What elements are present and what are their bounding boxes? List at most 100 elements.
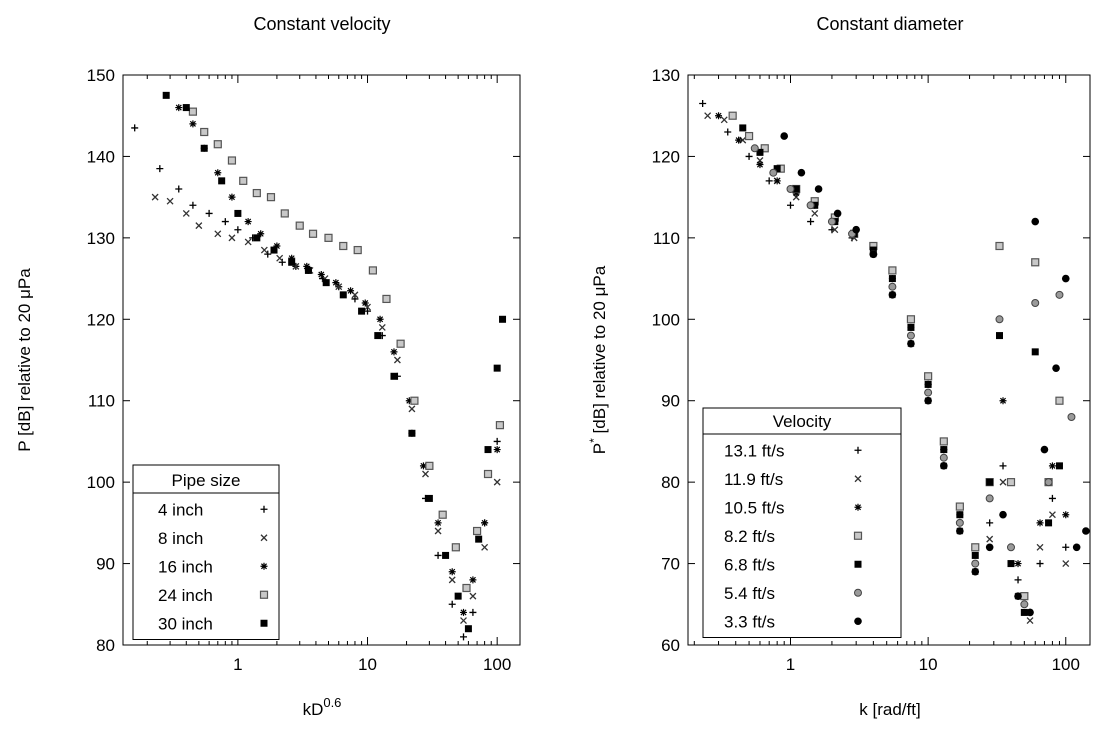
data-point [434, 519, 442, 527]
data-point [304, 266, 312, 274]
data-point [390, 348, 398, 356]
x-tick-label: 100 [1052, 655, 1080, 674]
data-point [773, 165, 781, 173]
data-point [1048, 511, 1056, 519]
data-point [924, 380, 932, 388]
data-point [460, 608, 468, 616]
x-tick-label: 10 [919, 655, 938, 674]
data-point [460, 633, 468, 641]
data-point [1062, 560, 1070, 568]
data-point [940, 446, 948, 454]
data-point [728, 111, 737, 120]
data-point [773, 177, 781, 185]
series-5 [162, 91, 507, 633]
data-point [332, 279, 340, 287]
data-point [425, 494, 433, 502]
data-point [405, 397, 413, 405]
data-point [182, 104, 190, 112]
data-point [735, 136, 743, 144]
y-tick-label: 110 [88, 392, 115, 411]
data-point [811, 209, 819, 217]
data-point [769, 168, 778, 177]
legend-marker [260, 534, 268, 542]
data-point [156, 165, 164, 173]
y-tick-label: 120 [87, 310, 115, 329]
data-point [322, 279, 330, 287]
data-point [797, 168, 806, 177]
data-point [1055, 396, 1064, 405]
data-point [786, 201, 794, 209]
data-point [956, 511, 964, 519]
data-point [1061, 274, 1070, 283]
data-point [971, 543, 980, 552]
data-point [189, 120, 197, 128]
legend-marker [853, 531, 863, 540]
data-point [462, 583, 471, 593]
data-point [1006, 478, 1016, 487]
data-point [189, 201, 197, 209]
data-point [833, 209, 842, 218]
data-point [869, 246, 877, 254]
legend-label: 4 inch [158, 500, 203, 519]
legend-label: 13.1 ft/s [724, 441, 784, 460]
data-point [442, 551, 450, 559]
data-point [382, 294, 391, 304]
data-point [786, 185, 795, 193]
data-point [986, 519, 994, 527]
data-point [166, 197, 174, 205]
data-point [955, 518, 964, 527]
data-point [151, 193, 159, 201]
y-tick-label: 110 [653, 229, 680, 248]
legend-marker [259, 590, 269, 599]
legend-title: Pipe size [172, 471, 241, 490]
data-point [995, 332, 1003, 340]
data-point [1072, 543, 1081, 552]
data-point [252, 188, 261, 198]
data-point [827, 217, 836, 226]
data-point [971, 567, 980, 576]
data-point [1062, 511, 1070, 519]
data-point [339, 291, 347, 299]
series-3 [175, 104, 501, 616]
data-point [361, 299, 369, 307]
data-point [214, 169, 222, 177]
x-tick-label: 1 [233, 655, 242, 674]
series-6 [750, 144, 1076, 609]
legend-marker [260, 619, 268, 627]
data-point [1031, 348, 1039, 356]
data-point [422, 470, 429, 478]
data-point [1048, 462, 1056, 470]
data-point [940, 462, 948, 470]
legend-label: 11.9 ft/s [724, 470, 783, 489]
y-tick-label: 130 [652, 66, 680, 85]
data-point [704, 112, 712, 120]
data-point [811, 201, 819, 209]
data-point [999, 397, 1007, 405]
y-tick-label: 90 [96, 555, 115, 574]
data-point [906, 315, 916, 324]
data-point [448, 568, 456, 576]
data-point [438, 510, 447, 519]
y-tick-label: 80 [96, 636, 115, 655]
data-point [756, 161, 764, 169]
legend-marker [854, 617, 862, 626]
y-tick-label: 140 [87, 147, 115, 166]
y-tick-label: 130 [87, 229, 115, 248]
data-point [1026, 617, 1034, 625]
data-point [264, 250, 272, 258]
data-point [999, 462, 1007, 470]
data-point [200, 144, 208, 152]
data-point [745, 152, 753, 160]
legend-label: 24 inch [158, 586, 213, 605]
y-tick-label: 100 [87, 473, 115, 492]
data-point [955, 502, 964, 511]
data-point [469, 608, 477, 616]
data-point [162, 91, 170, 99]
data-point [744, 131, 754, 141]
data-point [807, 218, 815, 226]
data-point [924, 396, 932, 405]
data-point [1052, 364, 1060, 372]
data-point [234, 226, 242, 234]
data-point [1020, 600, 1029, 609]
